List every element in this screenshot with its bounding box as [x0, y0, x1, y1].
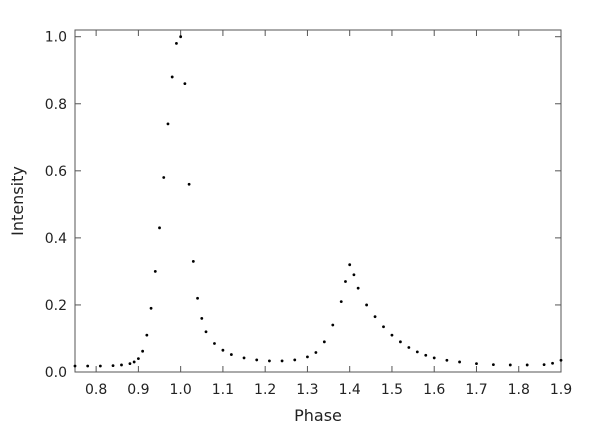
data-point: [475, 362, 478, 366]
y-tick-label: 0.0: [45, 365, 67, 381]
data-point: [242, 356, 246, 360]
data-point: [280, 359, 284, 363]
data-point: [200, 316, 204, 320]
data-point: [153, 270, 157, 273]
data-point: [390, 333, 394, 337]
data-point: [352, 273, 356, 277]
y-tick-label: 1.0: [45, 30, 67, 46]
x-tick-label: 1.2: [254, 382, 276, 398]
data-point: [399, 340, 402, 344]
x-tick-label: 1.9: [550, 382, 572, 398]
data-points: [73, 35, 563, 368]
data-point: [221, 348, 225, 352]
data-point: [132, 360, 136, 364]
y-axis-title: Intensity: [8, 166, 27, 236]
x-tick-label: 1.7: [465, 382, 487, 398]
y-tick-label: 0.2: [45, 298, 67, 314]
data-point: [158, 226, 161, 230]
data-point: [73, 364, 77, 368]
y-tick-label: 0.8: [45, 97, 67, 113]
data-point: [229, 353, 233, 356]
y-tick-label: 0.4: [45, 231, 67, 247]
data-point: [322, 340, 326, 344]
data-point: [196, 296, 199, 300]
data-point: [407, 346, 411, 349]
x-tick-label: 1.3: [296, 382, 318, 398]
data-point: [356, 286, 360, 290]
data-point: [314, 351, 318, 354]
x-tick-label: 0.9: [127, 382, 149, 398]
data-point: [255, 358, 259, 362]
data-point: [145, 333, 149, 337]
data-point: [508, 363, 512, 367]
data-point: [348, 263, 352, 267]
y-tick-label: 0.6: [45, 164, 67, 180]
data-point: [373, 315, 377, 319]
x-axis-title: Phase: [294, 406, 342, 425]
data-point: [136, 357, 140, 360]
data-point: [491, 363, 495, 367]
data-point: [175, 42, 178, 45]
data-point: [187, 182, 191, 186]
data-point: [382, 325, 385, 329]
data-point: [339, 300, 343, 303]
data-point: [166, 122, 170, 126]
x-tick-label: 1.4: [339, 382, 361, 398]
x-tick-label: 1.0: [170, 382, 192, 398]
data-point: [191, 259, 195, 263]
data-point: [162, 176, 166, 179]
data-point: [149, 306, 153, 310]
data-point: [293, 358, 297, 362]
x-tick-label: 0.8: [85, 382, 107, 398]
data-point: [86, 364, 90, 368]
plot-area-frame: [74, 29, 562, 373]
data-point: [559, 358, 563, 362]
data-point: [128, 362, 132, 366]
x-tick-label: 1.1: [212, 382, 234, 398]
x-axis: 0.8 0.9 1.0 1.1 1.2 1.3 1.4 1.5 1.6 1.7 1.8 1.9: [85, 30, 572, 398]
data-point: [111, 364, 115, 368]
data-point: [268, 359, 271, 363]
data-point: [98, 364, 102, 368]
x-tick-label: 1.5: [381, 382, 403, 398]
data-point: [415, 350, 419, 354]
data-point: [424, 353, 428, 357]
data-point: [525, 363, 529, 367]
data-point: [183, 82, 187, 86]
data-point: [170, 75, 174, 79]
data-point: [306, 355, 309, 359]
data-point: [365, 303, 368, 307]
data-point: [213, 342, 216, 345]
data-point: [179, 35, 183, 39]
data-point: [432, 356, 436, 360]
y-axis: 0.0 0.2 0.4 0.6 0.8 1.0: [45, 30, 561, 381]
data-point: [331, 323, 335, 327]
data-point: [542, 363, 546, 367]
data-point: [120, 363, 123, 367]
data-point: [204, 330, 208, 334]
data-point: [141, 349, 145, 353]
x-tick-label: 1.6: [423, 382, 445, 398]
data-point: [344, 280, 347, 283]
data-point: [458, 360, 461, 364]
x-tick-label: 1.8: [508, 382, 530, 398]
data-point: [551, 361, 554, 365]
data-point: [445, 358, 449, 362]
